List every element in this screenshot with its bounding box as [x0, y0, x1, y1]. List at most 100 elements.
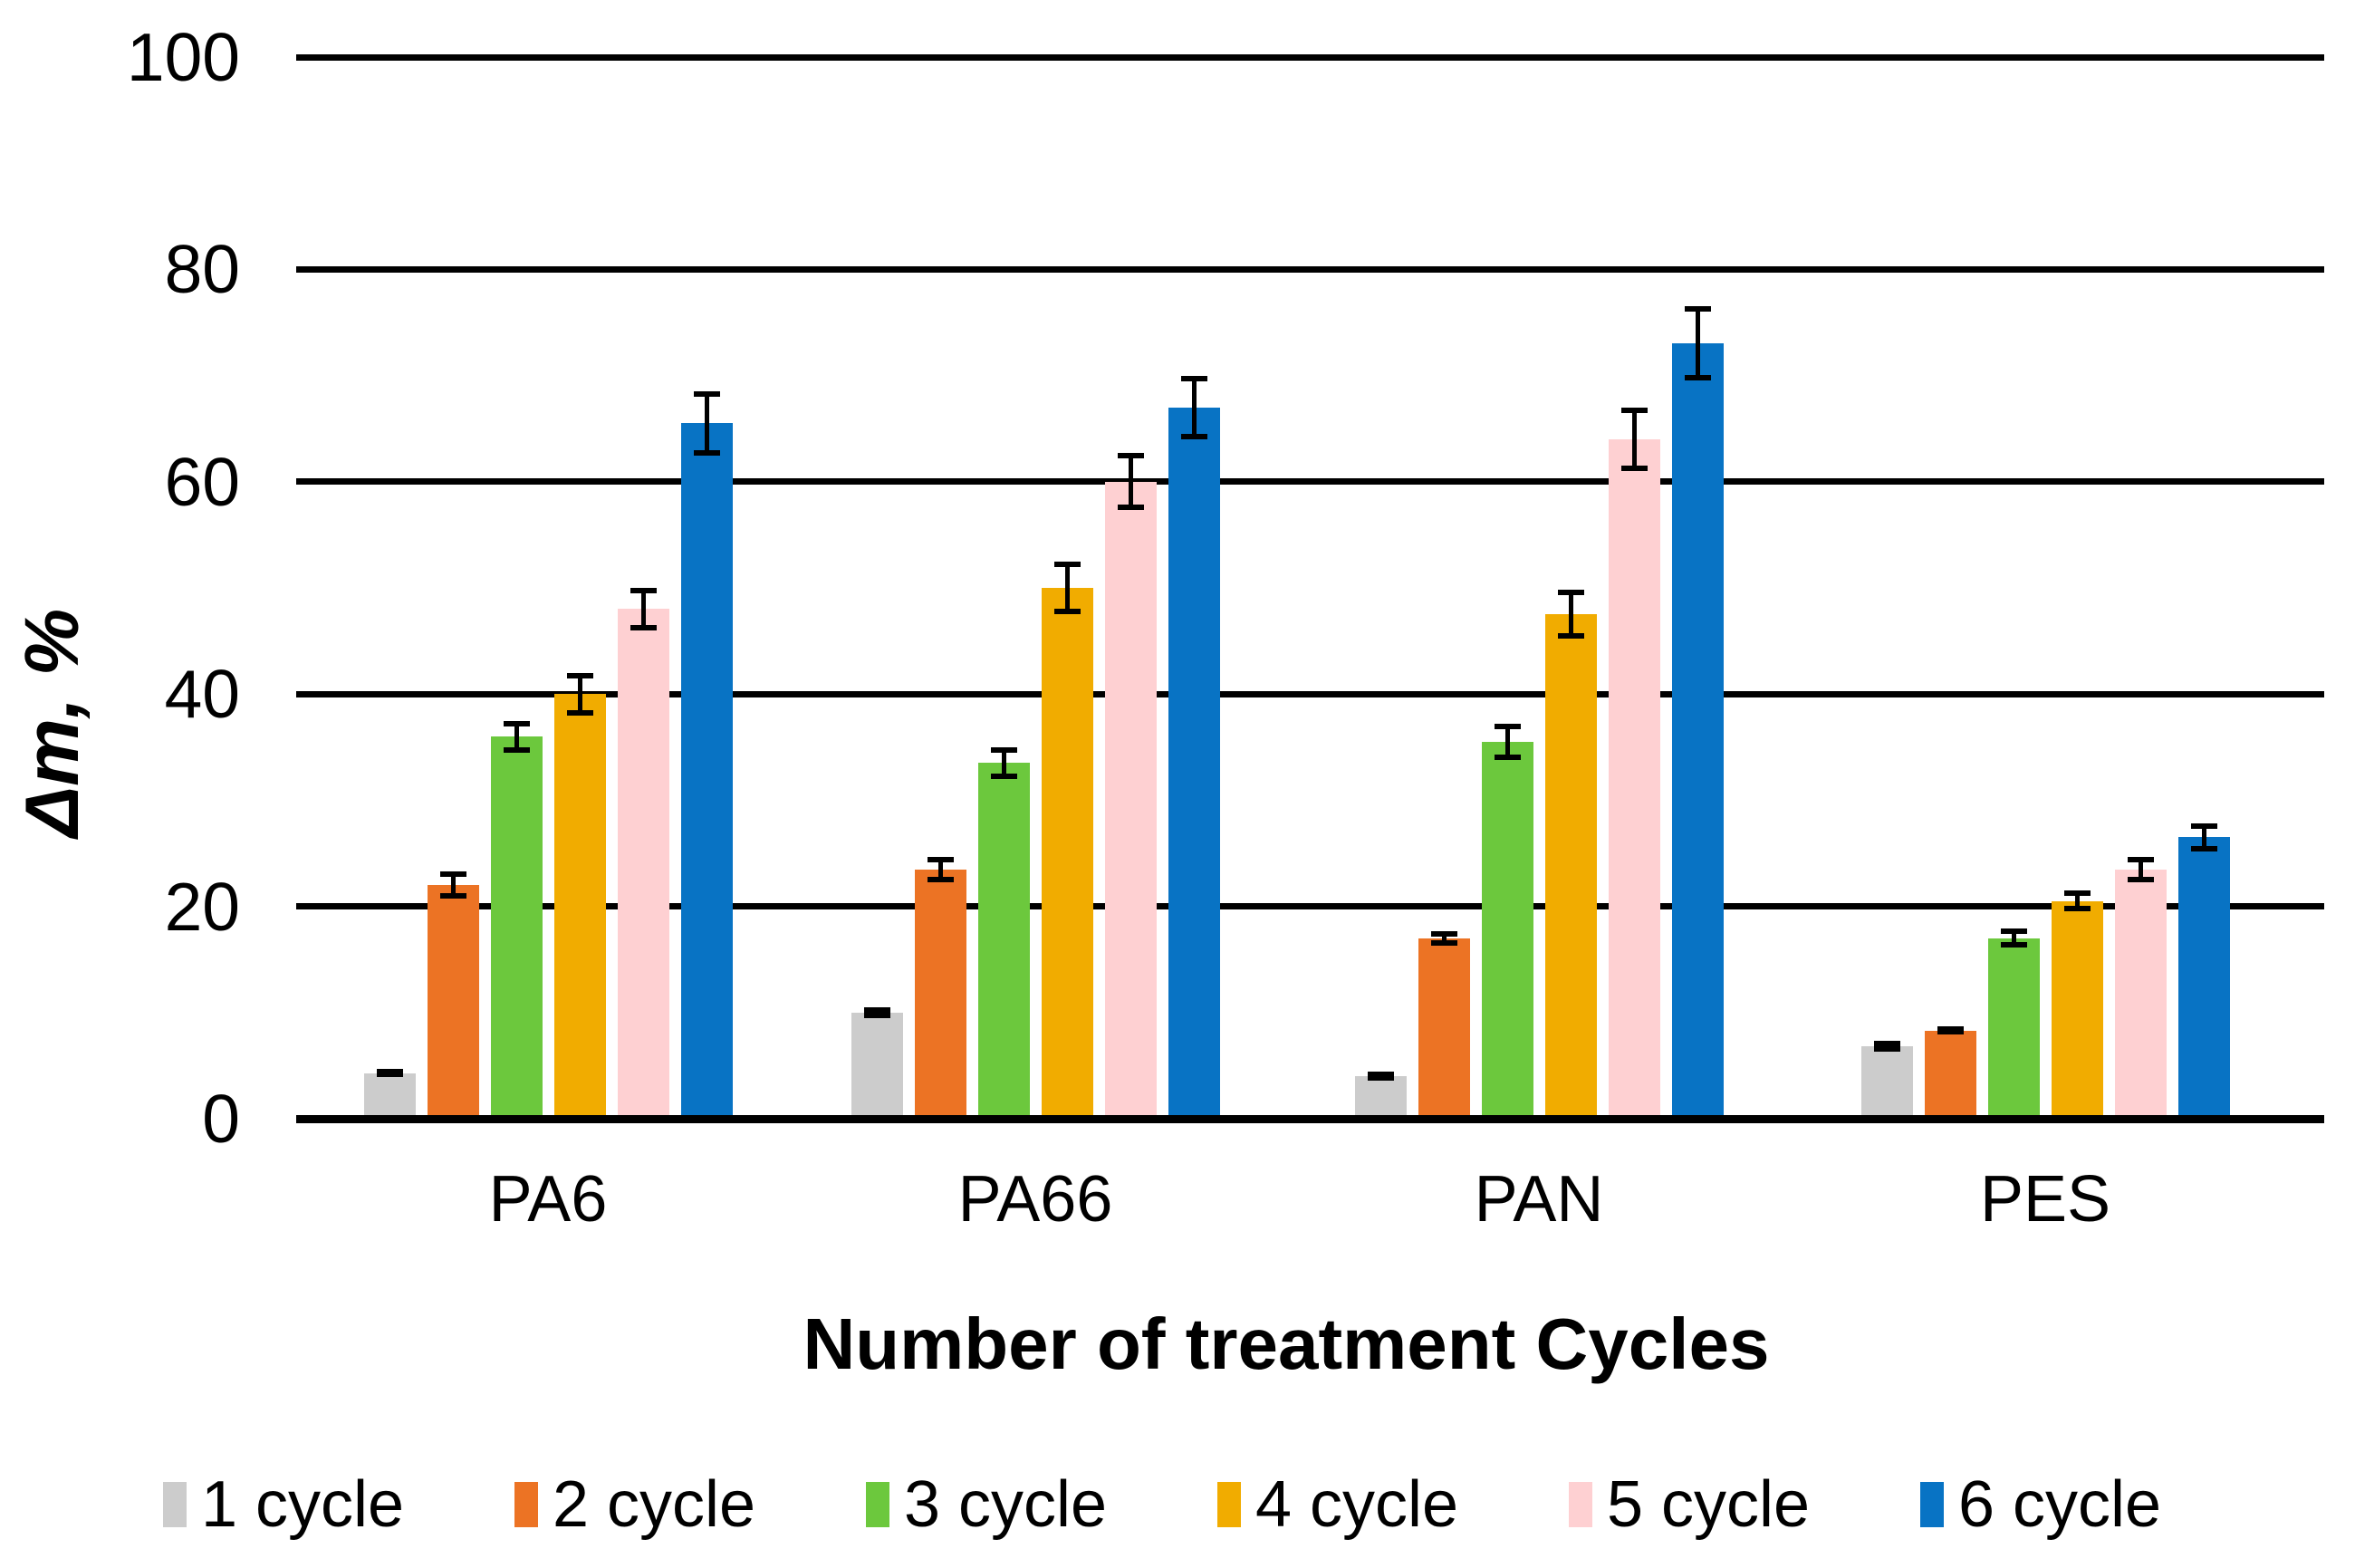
- error-bar-cap-top: [2063, 890, 2091, 897]
- error-bar-cap-bottom: [1117, 505, 1144, 511]
- error-bar-cap-bottom: [2190, 845, 2217, 851]
- bar-pan-4-cycle: [1544, 614, 1597, 1119]
- bar-pa6-1-cycle: [363, 1073, 416, 1119]
- error-bar-cap-bottom: [1180, 433, 1207, 439]
- bar-pan-1-cycle: [1354, 1076, 1407, 1119]
- bar-pa66-5-cycle: [1104, 481, 1157, 1119]
- legend-swatch-2-cycle: [514, 1482, 538, 1527]
- bar-pa66-6-cycle: [1168, 407, 1220, 1119]
- error-bar-cap-top: [1180, 375, 1207, 381]
- bar-pes-5-cycle: [2114, 869, 2167, 1119]
- bar-pes-3-cycle: [1987, 938, 2040, 1119]
- x-category-label-pa66: PA66: [957, 1163, 1113, 1236]
- error-bar-stem: [1191, 375, 1197, 439]
- error-bar-cap-top: [1494, 724, 1521, 730]
- gridline-80: [296, 265, 2324, 273]
- y-tick-label-20: 20: [164, 868, 240, 945]
- bar-pa66-2-cycle: [914, 869, 966, 1119]
- bar-pa6-4-cycle: [553, 694, 606, 1119]
- error-bar-stem: [1504, 724, 1510, 760]
- error-bar-cap-top: [439, 871, 466, 877]
- error-bar-cap-top: [2127, 856, 2154, 862]
- error-bar-cap-bottom: [1684, 375, 1711, 381]
- bar-pa6-3-cycle: [490, 736, 543, 1119]
- legend-swatch-4-cycle: [1217, 1482, 1241, 1527]
- error-bar-cap-top: [1117, 453, 1144, 459]
- legend-label-4-cycle: 4 cycle: [1255, 1468, 1459, 1541]
- legend-label-3-cycle: 3 cycle: [904, 1468, 1108, 1541]
- error-bar-cap-top: [503, 720, 530, 726]
- error-bar-cap-top: [863, 1006, 890, 1013]
- error-bar-stem: [704, 391, 709, 456]
- bar-pes-6-cycle: [2177, 837, 2230, 1119]
- bar-pa6-6-cycle: [680, 423, 733, 1119]
- legend-swatch-5-cycle: [1569, 1482, 1592, 1527]
- legend-label-6-cycle: 6 cycle: [1958, 1468, 2162, 1541]
- error-bar-stem: [1695, 306, 1700, 381]
- error-bar-cap-top: [2000, 928, 2027, 935]
- y-tick-label-40: 40: [164, 656, 240, 733]
- error-bar-cap-bottom: [2127, 876, 2154, 882]
- gridline-100: [296, 53, 2324, 61]
- bar-pes-1-cycle: [1860, 1046, 1913, 1119]
- y-tick-label-80: 80: [164, 231, 240, 308]
- error-bar-cap-bottom: [1557, 633, 1584, 640]
- error-bar-cap-top: [630, 588, 657, 593]
- bar-pan-3-cycle: [1481, 741, 1533, 1119]
- bar-pa66-4-cycle: [1041, 588, 1093, 1119]
- error-bar-stem: [937, 856, 943, 882]
- error-bar-stem: [640, 588, 646, 630]
- bar-pa66-1-cycle: [851, 1012, 903, 1119]
- error-bar-cap-bottom: [1620, 466, 1648, 472]
- error-bar-cap-top: [1430, 930, 1457, 937]
- gridline-40: [296, 690, 2324, 697]
- error-bar-stem: [1064, 561, 1070, 615]
- bar-pan-5-cycle: [1608, 438, 1660, 1119]
- error-bar-cap-top: [2190, 823, 2217, 830]
- error-bar-stem: [450, 871, 456, 899]
- error-bar-stem: [514, 720, 519, 753]
- error-bar-cap-bottom: [503, 746, 530, 753]
- error-bar-cap-top: [990, 746, 1017, 753]
- error-bar-cap-bottom: [1053, 609, 1081, 615]
- bar-pa6-5-cycle: [617, 609, 669, 1119]
- legend-swatch-1-cycle: [163, 1482, 187, 1527]
- error-bar-cap-bottom: [2000, 942, 2027, 948]
- bar-pa66-3-cycle: [977, 763, 1030, 1119]
- error-bar-cap-top: [1557, 590, 1584, 596]
- error-bar-cap-top: [1620, 407, 1648, 413]
- error-bar-cap-bottom: [1367, 1074, 1394, 1081]
- bar-pan-6-cycle: [1671, 343, 1724, 1119]
- error-bar-cap-top: [376, 1068, 403, 1074]
- legend-swatch-6-cycle: [1920, 1482, 1944, 1527]
- gridline-20: [296, 903, 2324, 910]
- error-bar-stem: [1441, 930, 1447, 946]
- error-bar-cap-bottom: [1494, 754, 1521, 760]
- y-tick-label-60: 60: [164, 443, 240, 520]
- error-bar-cap-bottom: [990, 773, 1017, 779]
- error-bar-stem: [2074, 890, 2080, 912]
- bar-pa6-2-cycle: [427, 885, 479, 1119]
- error-bar-cap-bottom: [1430, 939, 1457, 946]
- error-bar-cap-top: [566, 672, 593, 678]
- error-bar-cap-top: [1367, 1072, 1394, 1078]
- error-bar-cap-top: [1937, 1026, 1964, 1033]
- error-bar-cap-bottom: [693, 449, 720, 456]
- error-bar-cap-top: [693, 391, 720, 398]
- x-category-label-pes: PES: [1979, 1163, 2111, 1236]
- error-bar-cap-top: [927, 856, 954, 862]
- legend-label-2-cycle: 2 cycle: [553, 1468, 756, 1541]
- error-bar-stem: [2138, 856, 2143, 882]
- error-bar-cap-bottom: [1937, 1029, 1964, 1035]
- bar-pes-2-cycle: [1924, 1030, 1976, 1119]
- error-bar-stem: [1631, 407, 1637, 472]
- error-bar-cap-bottom: [439, 893, 466, 899]
- error-bar-stem: [2011, 928, 2016, 948]
- error-bar-cap-bottom: [1873, 1046, 1900, 1053]
- error-bar-cap-bottom: [376, 1072, 403, 1078]
- y-tick-label-0: 0: [202, 1081, 240, 1157]
- error-bar-cap-bottom: [863, 1012, 890, 1018]
